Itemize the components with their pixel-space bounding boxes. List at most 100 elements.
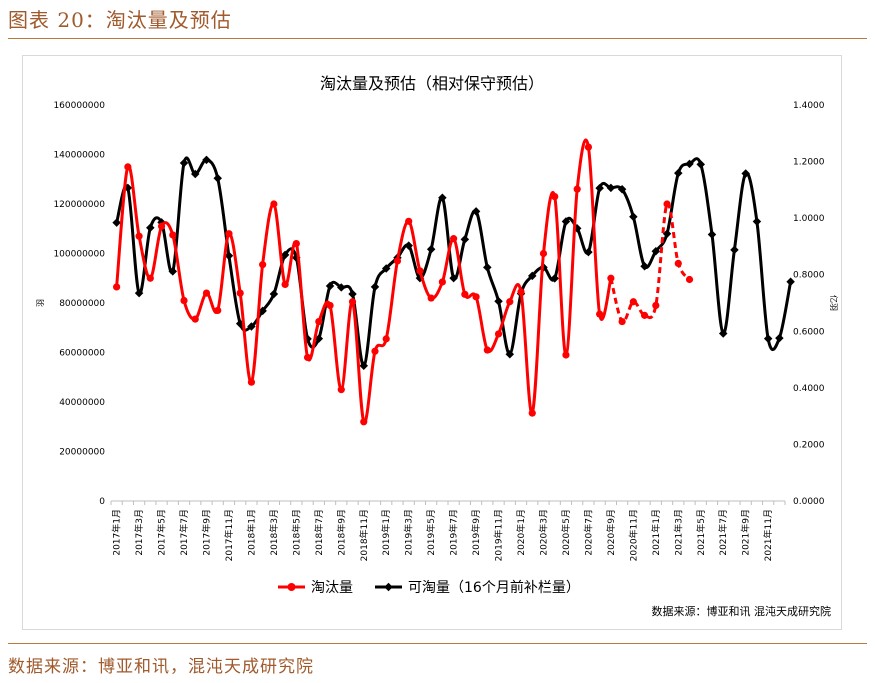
x-tick-label: 2017年3月 xyxy=(133,509,145,556)
red-series-point xyxy=(438,278,446,286)
black-series-point xyxy=(179,158,189,168)
black-series-point xyxy=(381,264,391,273)
x-tick-label: 2017年7月 xyxy=(178,509,190,556)
red-series-point xyxy=(528,409,536,417)
x-tick-label: 2020年7月 xyxy=(582,509,594,556)
x-tick-label: 2018年9月 xyxy=(335,509,347,556)
x-tick-label: 2018年3月 xyxy=(268,509,280,556)
red-series-point xyxy=(348,298,357,306)
black-series-point xyxy=(640,261,649,271)
red-series-point xyxy=(135,232,143,240)
black-series-point xyxy=(752,217,762,226)
red-series-point xyxy=(629,298,637,306)
left-tick-label: 60000000 xyxy=(59,349,105,359)
black-series-point xyxy=(707,230,717,239)
red-series-point xyxy=(259,261,267,269)
x-tick-label: 2017年11月 xyxy=(223,509,235,561)
red-series-point xyxy=(472,293,480,301)
left-axis-label: 羽 xyxy=(36,299,45,307)
red-series-point xyxy=(674,259,682,267)
red-series-point xyxy=(427,294,435,302)
red-series-point xyxy=(281,280,289,289)
x-tick-label: 2020年3月 xyxy=(537,509,549,556)
red-series-point xyxy=(640,311,649,319)
red-series-point xyxy=(461,290,469,298)
left-tick-label: 120000000 xyxy=(53,200,105,210)
red-series-point xyxy=(337,386,345,394)
black-series-point xyxy=(483,263,492,272)
red-series-point xyxy=(360,418,368,426)
red-series-point xyxy=(663,200,671,208)
black-series-point xyxy=(202,155,211,165)
chart-source-note: 数据来源：博亚和讯 混沌天成研究院 xyxy=(652,604,832,618)
x-tick-label: 2017年5月 xyxy=(156,509,168,556)
black-series-point xyxy=(696,160,705,169)
x-tick-label: 2021年7月 xyxy=(717,509,729,556)
black-series-point xyxy=(224,251,234,261)
red-series-point xyxy=(517,288,525,296)
red-series-point xyxy=(450,235,458,243)
red-series-point xyxy=(506,298,514,306)
black-series-point xyxy=(359,361,368,371)
red-series-point xyxy=(202,289,211,297)
right-tick-label: 1.2000 xyxy=(793,158,825,168)
red-series-line-solid xyxy=(115,138,613,424)
red-series-point xyxy=(562,351,570,359)
right-tick-label: 0.6000 xyxy=(793,327,825,337)
red-series-point xyxy=(180,296,188,305)
x-tick-label: 2019年5月 xyxy=(425,509,437,556)
black-series-point xyxy=(258,306,267,316)
x-tick-label: 2019年3月 xyxy=(403,509,415,556)
figure-source: 数据来源：博亚和讯，混沌天成研究院 xyxy=(8,657,314,677)
figure-title: 图表 20：淘汰量及预估 xyxy=(8,8,232,32)
black-series-point xyxy=(763,334,773,343)
black-series-point xyxy=(775,333,784,343)
black-series-point xyxy=(112,218,121,227)
red-series-point xyxy=(225,230,233,238)
right-tick-label: 1.0000 xyxy=(793,214,825,224)
x-tick-label: 2021年1月 xyxy=(650,509,662,556)
x-tick-label: 2019年11月 xyxy=(493,509,505,561)
x-tick-label: 2018年1月 xyxy=(245,509,257,556)
x-tick-label: 2019年7月 xyxy=(448,509,460,556)
red-series-point xyxy=(607,274,615,282)
black-series-point xyxy=(370,282,380,292)
left-tick-label: 140000000 xyxy=(53,151,105,161)
black-series-point xyxy=(730,245,739,255)
x-tick-label: 2020年11月 xyxy=(627,509,639,561)
x-tick-label: 2018年5月 xyxy=(290,509,302,556)
black-series-point xyxy=(325,281,335,291)
black-series-point xyxy=(134,288,144,298)
black-series-point xyxy=(146,223,155,233)
red-series-point xyxy=(315,317,323,326)
x-tick-label: 2021年11月 xyxy=(762,509,774,561)
red-series-point xyxy=(247,378,256,386)
red-series-point xyxy=(551,192,559,201)
chart-frame: 淘汰量及预估（相对保守预估） 0 20000000 40000000 60000000 8… xyxy=(22,55,842,630)
red-series-point xyxy=(191,315,199,323)
black-series-point xyxy=(348,289,357,299)
x-tick-label: 2021年5月 xyxy=(695,509,707,556)
red-series-point xyxy=(685,275,694,284)
black-series-point xyxy=(674,168,683,178)
black-series-point xyxy=(269,289,279,299)
red-series-point xyxy=(292,240,300,248)
red-series-point xyxy=(157,222,166,230)
top-rule xyxy=(8,38,867,39)
red-series-line-dashed xyxy=(609,202,691,324)
red-series-point xyxy=(169,231,177,239)
x-tick-label: 2020年1月 xyxy=(515,509,527,556)
black-series-point xyxy=(426,245,436,254)
right-tick-label: 0.2000 xyxy=(793,440,825,450)
black-series-point xyxy=(494,297,503,306)
red-series-point xyxy=(652,301,660,310)
left-tick-label: 160000000 xyxy=(53,101,105,111)
black-series-line xyxy=(115,156,793,368)
black-series-point xyxy=(505,349,515,359)
x-tick-label: 2019年1月 xyxy=(380,509,392,556)
red-series-point xyxy=(539,249,548,258)
black-series-point xyxy=(471,207,481,216)
black-series-point xyxy=(718,329,728,338)
red-series-point xyxy=(214,306,222,315)
black-series-point xyxy=(247,322,256,331)
